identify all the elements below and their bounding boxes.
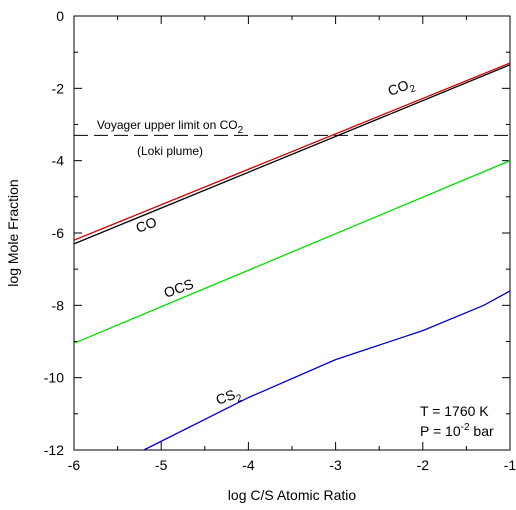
y-tick-label: -8 xyxy=(52,297,65,313)
curve-label-co2: CO2 xyxy=(386,75,418,103)
reference-line-label: Voyager upper limit on CO2 xyxy=(97,118,244,136)
y-tick-label: -6 xyxy=(52,225,65,241)
y-tick-label: 0 xyxy=(56,8,64,24)
x-tick-label: -3 xyxy=(329,457,342,473)
temperature-label: T = 1760 K xyxy=(420,403,489,419)
x-tick-label: -1 xyxy=(504,457,516,473)
x-tick-label: -4 xyxy=(242,457,255,473)
y-tick-label: -4 xyxy=(52,153,65,169)
x-tick-label: -6 xyxy=(68,457,81,473)
series-line-co2 xyxy=(73,62,511,241)
tick-labels: -6 -5 -4 -3 -2 -10-2-4-6-8-10-12 xyxy=(44,8,516,473)
curve-label-cs2: CS2 xyxy=(214,384,245,411)
pressure-label: P = 10-2 bar xyxy=(420,422,494,439)
series-line-ocs xyxy=(73,160,511,344)
y-tick-label: -12 xyxy=(44,442,64,458)
series-line-co xyxy=(73,64,511,245)
ticks xyxy=(73,15,510,451)
series-line-cs2 xyxy=(143,290,511,451)
reference-line-label-2: (Loki plume) xyxy=(137,144,203,158)
reference-line-label-text: Voyager upper limit on CO xyxy=(97,118,238,132)
y-tick-label: -10 xyxy=(44,370,64,386)
curve-label-ocs: OCS xyxy=(162,275,196,300)
reference-line-label-sub: 2 xyxy=(238,125,244,136)
x-axis-title: log C/S Atomic Ratio xyxy=(228,487,357,503)
y-tick-label: -2 xyxy=(52,80,65,96)
y-axis-title: log Mole Fraction xyxy=(5,179,21,286)
series-lines xyxy=(73,62,511,451)
x-tick-label: -5 xyxy=(155,457,168,473)
curve-label-co: CO xyxy=(134,214,159,236)
x-tick-label: -2 xyxy=(417,457,430,473)
